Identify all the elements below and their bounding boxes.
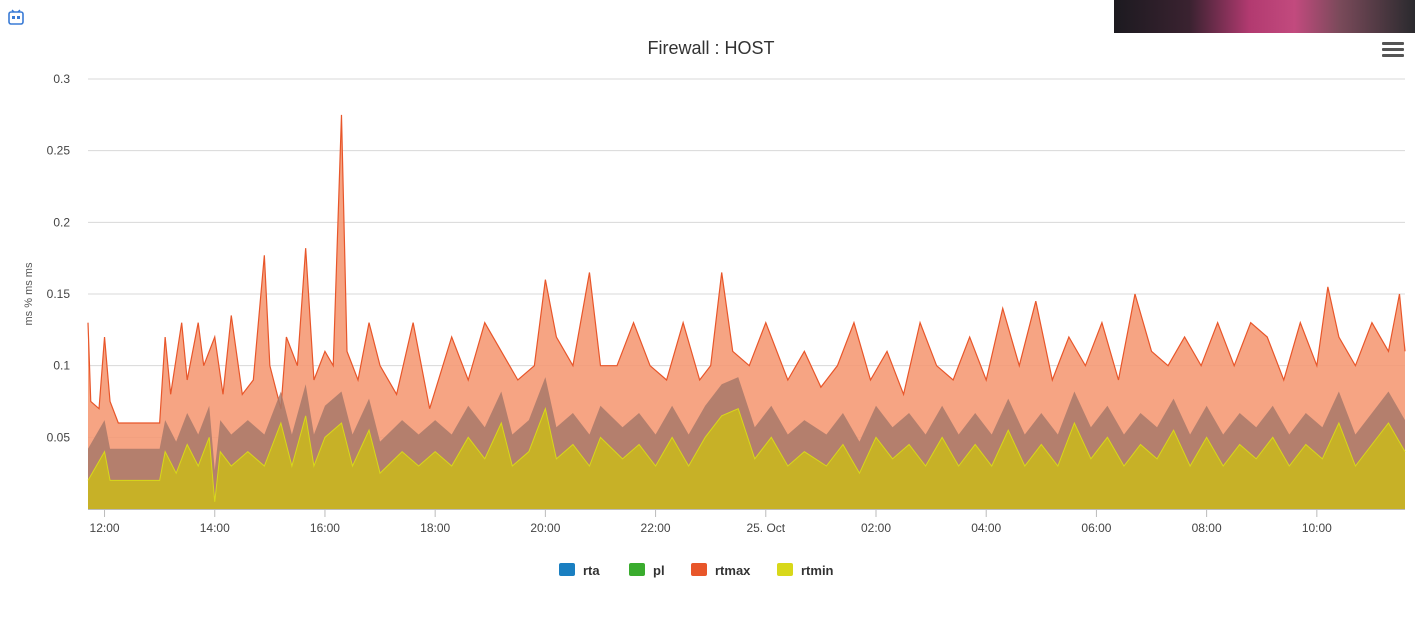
y-axis-label: ms % ms ms — [23, 262, 35, 325]
y-tick-label: 0.1 — [53, 359, 70, 373]
legend-item-pl[interactable]: pl — [629, 563, 665, 578]
x-tick-label: 04:00 — [971, 521, 1001, 535]
rtmin-area — [88, 408, 1405, 509]
video-overlay-thumbnail — [1114, 0, 1415, 33]
plot-area — [87, 114, 1406, 509]
legend-item-rtmin[interactable]: rtmin — [777, 563, 834, 578]
chart-title: Firewall : HOST — [647, 38, 774, 58]
legend-item-rtmax[interactable]: rtmax — [691, 563, 751, 578]
legend[interactable]: rta pl rtmax rtmin — [559, 563, 834, 578]
y-tick-label: 0.05 — [47, 430, 71, 444]
hamburger-menu-icon[interactable] — [1382, 42, 1404, 60]
y-axis-ticks: 0.05 0.1 0.15 0.2 0.25 0.3 — [47, 72, 71, 444]
x-tick-label: 22:00 — [641, 521, 671, 535]
x-tick-label: 20:00 — [530, 521, 560, 535]
legend-label: rta — [583, 563, 600, 578]
x-tick-label: 25. Oct — [746, 521, 785, 535]
x-tick-label: 18:00 — [420, 521, 450, 535]
legend-label: rtmax — [715, 563, 751, 578]
legend-label: rtmin — [801, 563, 834, 578]
legend-swatch — [629, 563, 645, 576]
x-tick-label: 06:00 — [1081, 521, 1111, 535]
legend-swatch — [691, 563, 707, 576]
legend-item-rta[interactable]: rta — [559, 563, 600, 578]
legend-label: pl — [653, 563, 665, 578]
x-axis-ticks: 12:00 14:00 16:00 18:00 20:00 22:00 25. Oct 02:… — [90, 509, 1332, 535]
legend-swatch — [777, 563, 793, 576]
legend-swatch — [559, 563, 575, 576]
x-tick-label: 12:00 — [90, 521, 120, 535]
rtmin-line — [87, 406, 1406, 502]
y-tick-label: 0.3 — [53, 72, 70, 86]
y-tick-label: 0.25 — [47, 144, 71, 158]
rtmax-line — [87, 114, 1406, 424]
x-tick-label: 10:00 — [1302, 521, 1332, 535]
app-logo-icon[interactable] — [8, 9, 24, 25]
x-tick-label: 16:00 — [310, 521, 340, 535]
x-tick-label: 14:00 — [200, 521, 230, 535]
y-tick-label: 0.2 — [53, 215, 70, 229]
x-tick-label: 08:00 — [1192, 521, 1222, 535]
x-tick-label: 02:00 — [861, 521, 891, 535]
y-tick-label: 0.15 — [47, 287, 71, 301]
